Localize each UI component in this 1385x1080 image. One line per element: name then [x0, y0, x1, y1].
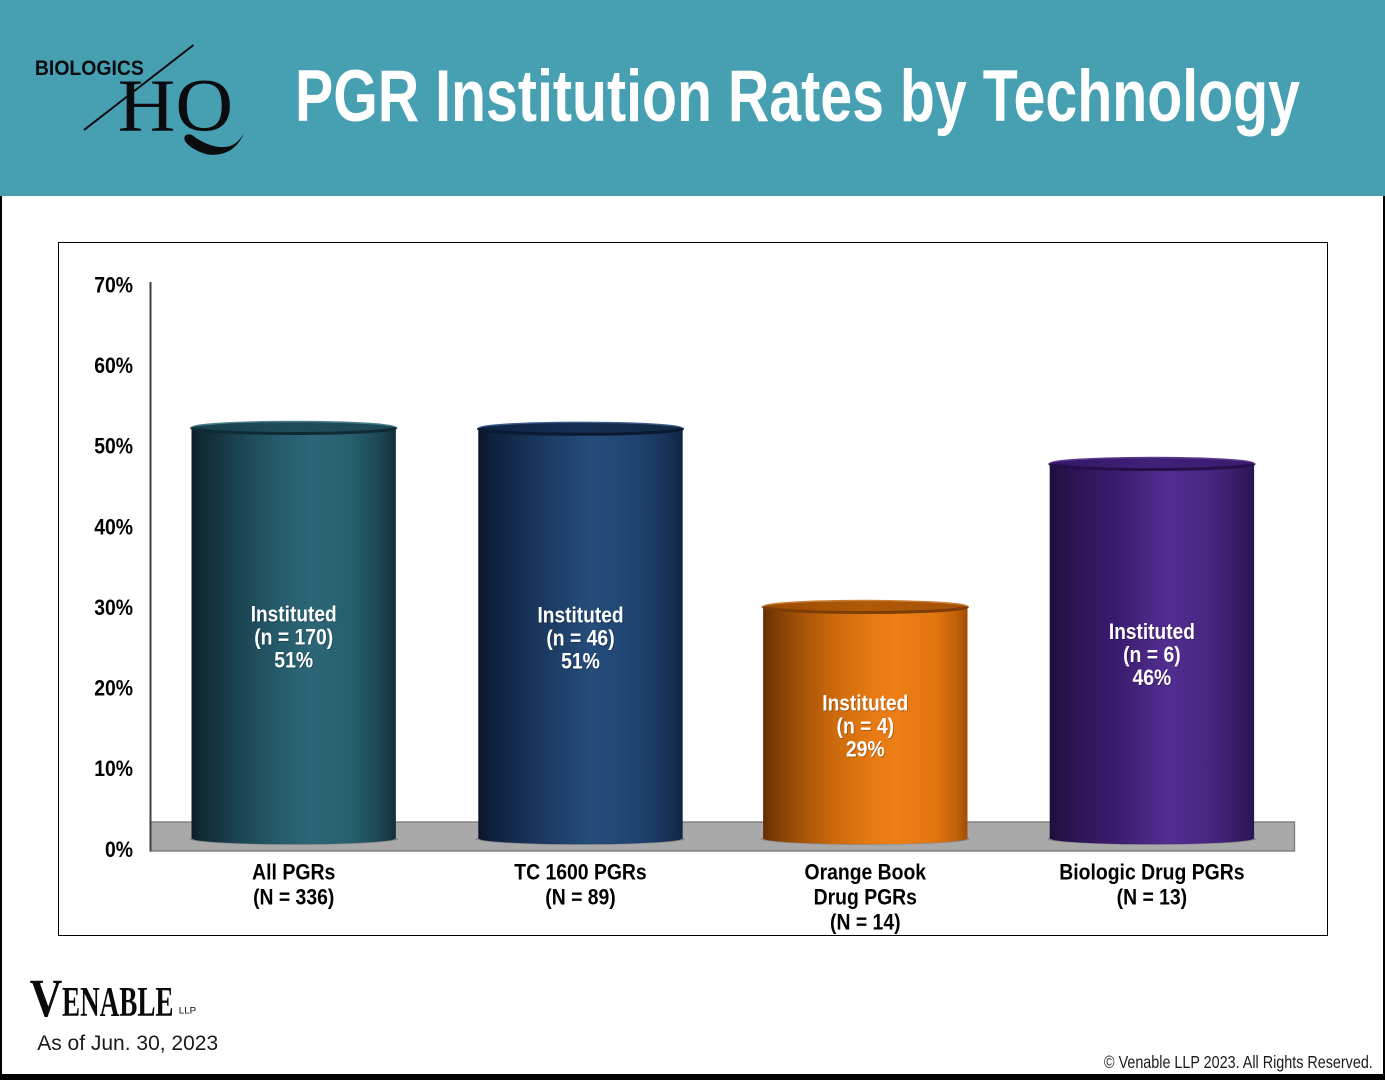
svg-text:51%: 51%	[274, 647, 313, 672]
svg-text:(N = 89): (N = 89)	[545, 885, 616, 910]
svg-text:BIOLOGICS: BIOLOGICS	[35, 57, 144, 80]
svg-text:TC 1600 PGRs: TC 1600 PGRs	[514, 860, 646, 885]
svg-text:Biologic Drug PGRs: Biologic Drug PGRs	[1059, 860, 1244, 885]
svg-text:(n = 6): (n = 6)	[1123, 642, 1181, 667]
svg-text:10%: 10%	[94, 756, 133, 781]
svg-text:(N = 336): (N = 336)	[253, 885, 334, 910]
svg-text:51%: 51%	[561, 648, 600, 673]
svg-text:Instituted: Instituted	[538, 603, 624, 628]
svg-text:Drug PGRs: Drug PGRs	[814, 885, 917, 910]
svg-text:46%: 46%	[1133, 665, 1172, 690]
svg-text:70%: 70%	[94, 273, 133, 298]
svg-text:51%: 51%	[562, 649, 601, 674]
svg-text:60%: 60%	[94, 353, 133, 378]
svg-text:All PGRs: All PGRs	[252, 860, 335, 885]
svg-text:V: V	[30, 968, 63, 1028]
svg-text:(N = 13): (N = 13)	[1117, 885, 1188, 910]
svg-text:20%: 20%	[94, 676, 133, 701]
svg-text:30%: 30%	[94, 595, 133, 620]
svg-text:Instituted: Instituted	[1110, 620, 1196, 645]
svg-text:HO: HO	[118, 65, 234, 148]
svg-text:Instituted: Instituted	[538, 602, 624, 627]
svg-text:LLP: LLP	[179, 1005, 196, 1015]
svg-text:(n = 4): (n = 4)	[837, 714, 895, 739]
svg-text:Orange Book: Orange Book	[805, 860, 927, 885]
svg-text:Instituted: Instituted	[1109, 619, 1195, 644]
svg-text:51%: 51%	[275, 648, 314, 673]
svg-text:(n = 4): (n = 4)	[837, 713, 895, 738]
svg-text:46%: 46%	[1133, 666, 1172, 691]
svg-text:Instituted: Instituted	[251, 601, 337, 626]
svg-text:(n = 46): (n = 46)	[546, 625, 614, 650]
svg-text:29%: 29%	[847, 737, 886, 762]
svg-text:Instituted: Instituted	[823, 691, 909, 716]
svg-text:(n = 170): (n = 170)	[254, 624, 333, 649]
svg-text:40%: 40%	[94, 514, 133, 539]
svg-text:ENABLE: ENABLE	[62, 980, 174, 1026]
svg-text:Instituted: Instituted	[822, 690, 908, 715]
svg-text:0%: 0%	[105, 837, 133, 862]
svg-text:(n = 6): (n = 6)	[1124, 643, 1182, 668]
svg-text:50%: 50%	[94, 434, 133, 459]
svg-text:29%: 29%	[846, 736, 885, 761]
svg-text:Instituted: Instituted	[252, 602, 338, 627]
svg-text:(n = 46): (n = 46)	[547, 626, 615, 651]
svg-text:(N = 14): (N = 14)	[830, 910, 901, 935]
svg-text:(n = 170): (n = 170)	[255, 625, 334, 650]
